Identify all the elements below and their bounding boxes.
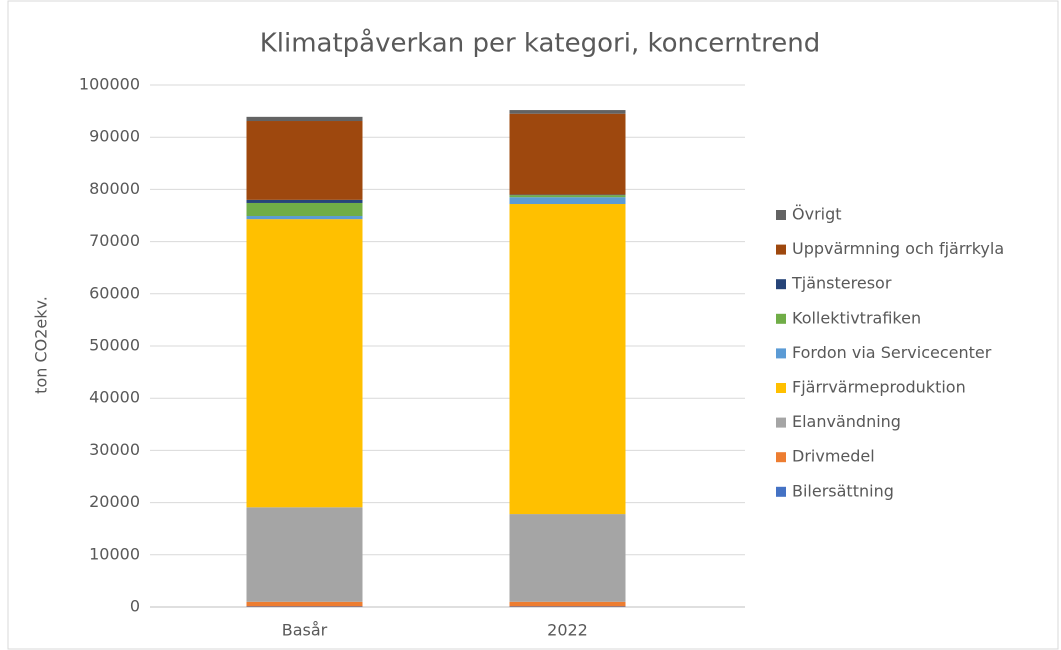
bar-segment [509,197,626,205]
y-tick-label: 60000 [89,283,140,302]
legend-label: Tjänsteresor [791,274,892,293]
bar-segment [246,199,363,203]
x-tick-label: Basår [282,621,328,640]
legend-label: Fordon via Servicecenter [792,343,992,362]
bar-segment [509,204,626,515]
bar-segment [246,216,363,220]
legend-label: Övrigt [792,205,842,224]
bar-segment [246,202,363,217]
legend-swatch [776,348,786,359]
legend-label: Fjärrvärmeproduktion [792,378,966,397]
legend-swatch [776,417,786,428]
chart-title: Klimatpåverkan per kategori, koncerntren… [260,28,821,59]
y-tick-label: 10000 [89,544,140,563]
legend-swatch [776,486,786,497]
y-axis-label: ton CO2ekv. [32,296,51,394]
bar-segment [246,606,363,607]
bar-segment [509,110,626,114]
y-tick-label: 40000 [89,388,140,407]
bar-segment [246,219,363,508]
y-tick-label: 30000 [89,440,140,459]
legend-swatch [776,210,786,220]
y-tick-label: 90000 [89,127,140,146]
y-tick-label: 80000 [89,179,140,198]
bar-segment [509,195,626,198]
bar-segment [246,116,363,122]
legend-swatch [776,452,786,463]
legend-swatch [776,244,786,255]
x-tick-label: 2022 [547,621,588,640]
bar-segment [509,606,626,607]
legend-label: Kollektivtrafiken [792,308,921,327]
y-tick-label: 100000 [79,75,140,94]
bar-segment [509,514,626,602]
bar-segment [246,121,363,200]
legend-label: Bilersättning [792,481,894,500]
bar-segment [246,507,363,602]
y-tick-label: 70000 [89,231,140,250]
bar-segment [509,194,626,196]
y-tick-label: 0 [130,597,140,616]
legend-swatch [776,383,786,393]
y-tick-label: 20000 [89,492,140,511]
bar-segment [246,601,363,607]
legend-label: Drivmedel [792,447,875,466]
legend-swatch [776,279,786,290]
bar-segment [509,113,626,195]
bar-segment [509,601,626,607]
y-tick-label: 50000 [89,336,140,355]
legend-label: Uppvärmning och fjärrkyla [792,239,1004,258]
legend-swatch [776,313,786,324]
legend-label: Elanvändning [792,412,901,431]
